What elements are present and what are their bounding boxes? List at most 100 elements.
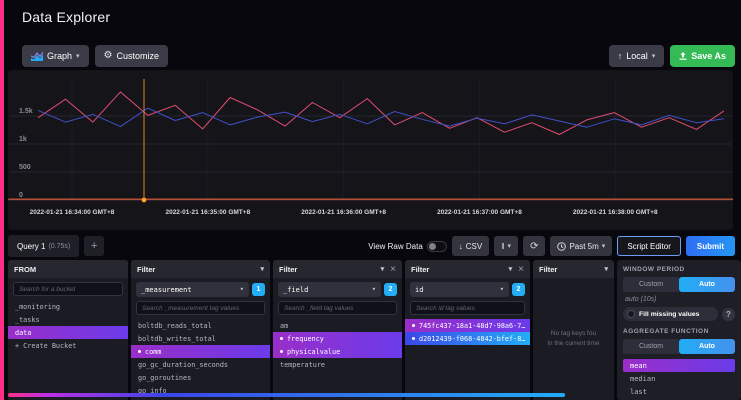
bucket-item[interactable]: data: [8, 326, 128, 339]
filter-column-title: Filter: [279, 265, 297, 274]
aggregate-auto-button[interactable]: Auto: [679, 339, 735, 354]
y-axis-tick-label: 1.5k: [19, 108, 33, 115]
create-bucket-button[interactable]: + Create Bucket: [8, 339, 128, 352]
filter-column-header[interactable]: Filter▾: [533, 260, 614, 278]
filter-value-item[interactable]: temperature: [273, 358, 402, 371]
query-tab[interactable]: Query 1 (0.75s): [8, 235, 79, 257]
fill-missing-values-toggle[interactable]: Fill missing values: [623, 307, 718, 321]
filter-column-header[interactable]: Filter ▾ ×: [273, 260, 402, 278]
help-icon[interactable]: ?: [722, 308, 735, 321]
chevron-down-icon[interactable]: ▾: [381, 266, 385, 273]
chevron-down-icon[interactable]: ▾: [260, 266, 264, 273]
window-period-mode: Custom Auto: [623, 277, 735, 292]
close-filter-icon[interactable]: ×: [518, 264, 524, 275]
filter-value-label: comm: [145, 348, 161, 356]
window-custom-button[interactable]: Custom: [623, 277, 679, 292]
filter-value-item[interactable]: boltdb_reads_total: [131, 319, 270, 332]
filter-search-input[interactable]: [410, 301, 525, 315]
filter-value-label: frequency: [287, 335, 324, 343]
bucket-search-input[interactable]: [13, 282, 123, 296]
close-filter-icon[interactable]: ×: [390, 264, 396, 275]
aggregate-function-item[interactable]: mean: [623, 359, 735, 372]
filter-value-item[interactable]: go_goroutines: [131, 371, 270, 384]
selected-count-badge: 2: [512, 283, 525, 296]
filter-value-label: temperature: [280, 361, 325, 369]
download-csv-button[interactable]: ↓ CSV: [452, 236, 489, 256]
no-tag-keys-message: No tag keys fouin the current time: [537, 329, 610, 350]
time-range-label: Past 5m: [569, 242, 598, 251]
toggle-knob: [627, 310, 635, 318]
window-auto-button[interactable]: Auto: [679, 277, 735, 292]
selected-count-badge: 1: [252, 283, 265, 296]
save-as-button[interactable]: Save As: [670, 45, 735, 67]
filter-value-item[interactable]: am: [273, 319, 402, 332]
horizontal-scrollbar[interactable]: [8, 393, 565, 397]
refresh-button[interactable]: ⟳: [523, 236, 545, 256]
window-auto-value: auto (10s): [623, 296, 735, 303]
window-aggregate-panel: WINDOW PERIOD Custom Auto auto (10s) Fil…: [617, 260, 741, 400]
visualization-type-dropdown[interactable]: Graph ▾: [22, 45, 89, 67]
chart-series-series-2: [38, 108, 724, 127]
chart-panel: 05001k1.5k 2022-01-21 16:34:00 GMT+8 2022…: [8, 70, 733, 230]
save-location-label: Local: [626, 51, 648, 61]
bucket-item[interactable]: _monitoring: [8, 300, 128, 313]
chevron-down-icon[interactable]: ▾: [509, 266, 513, 273]
filter-value-item[interactable]: physicalvalue: [273, 345, 402, 358]
query-bar: Query 1 (0.75s) + View Raw Data ↓ CSV ‖ …: [8, 234, 735, 258]
script-editor-button[interactable]: Script Editor: [617, 236, 681, 256]
filter-column-header[interactable]: Filter▾×: [405, 260, 530, 278]
filter-value-label: am: [280, 322, 288, 330]
save-location-dropdown[interactable]: ↑ Local ▾: [609, 45, 665, 67]
refresh-icon: ⟳: [530, 241, 538, 252]
filter-search-input[interactable]: [278, 301, 397, 315]
tag-key-label: id: [415, 286, 423, 294]
from-column-title: FROM: [14, 265, 36, 274]
empty-text-line: in the current time: [537, 339, 610, 349]
x-axis-tick-label: 2022-01-21 16:34:00 GMT+8: [30, 209, 115, 216]
tag-key-dropdown[interactable]: _field▾: [278, 282, 381, 297]
aggregate-function-item[interactable]: last: [623, 385, 735, 398]
selected-dot: [412, 337, 415, 340]
from-column: FROM _monitoring_tasksdata+ Create Bucke…: [8, 260, 128, 400]
submit-button[interactable]: Submit: [686, 236, 735, 256]
left-accent-strip: [0, 0, 4, 400]
clock-icon: [557, 242, 566, 251]
x-axis-tick-label: 2022-01-21 16:36:00 GMT+8: [301, 209, 386, 216]
graph-type-icon: [31, 52, 43, 61]
tag-key-dropdown[interactable]: _measurement▾: [136, 282, 249, 297]
query-duration: (0.75s): [48, 243, 70, 250]
view-raw-data-label: View Raw Data: [368, 242, 423, 251]
filter-search-input[interactable]: [136, 301, 265, 315]
selected-dot: [280, 350, 283, 353]
filter-value-list: boltdb_reads_totalboltdb_writes_totalcom…: [131, 319, 270, 400]
tag-key-label: _field: [283, 286, 308, 294]
customize-button[interactable]: ⚙ Customize: [95, 45, 168, 67]
x-axis-tick-label: 2022-01-21 16:38:00 GMT+8: [573, 209, 658, 216]
view-raw-data-toggle[interactable]: [427, 241, 447, 252]
empty-text-line: No tag keys fou: [537, 329, 610, 339]
chevron-down-icon: ▾: [240, 286, 244, 293]
bucket-item[interactable]: _tasks: [8, 313, 128, 326]
aggregate-custom-button[interactable]: Custom: [623, 339, 679, 354]
aggregate-function-item[interactable]: median: [623, 372, 735, 385]
selected-dot: [138, 350, 141, 353]
fill-missing-values-label: Fill missing values: [639, 311, 699, 318]
filter-value-item[interactable]: 745fc437-18a1-48d7-98a6-7…: [405, 319, 530, 332]
filter-value-item[interactable]: boltdb_writes_total: [131, 332, 270, 345]
filter-value-item[interactable]: d2012439-f068-4842-bfef-8…: [405, 332, 530, 345]
add-query-button[interactable]: +: [84, 236, 104, 256]
tag-key-dropdown[interactable]: id▾: [410, 282, 509, 297]
chevron-down-icon[interactable]: ▾: [604, 266, 608, 273]
x-axis-tick-label: 2022-01-21 16:37:00 GMT+8: [437, 209, 522, 216]
filter-value-item[interactable]: go_gc_duration_seconds: [131, 358, 270, 371]
line-chart[interactable]: 05001k1.5k: [8, 70, 733, 204]
filter-column-header[interactable]: Filter▾: [131, 260, 270, 278]
pause-button[interactable]: ‖ ▾: [494, 236, 518, 256]
filter-value-item[interactable]: comm: [131, 345, 270, 358]
filter-value-label: go_gc_duration_seconds: [138, 361, 228, 369]
customize-label: Customize: [117, 51, 160, 61]
tag-key-selector: _field▾2: [278, 282, 397, 297]
data-explorer-app: Data Explorer Graph ▾ ⚙ Customize ↑ Loca…: [0, 0, 741, 400]
filter-value-item[interactable]: frequency: [273, 332, 402, 345]
time-range-dropdown[interactable]: Past 5m ▾: [550, 236, 612, 256]
